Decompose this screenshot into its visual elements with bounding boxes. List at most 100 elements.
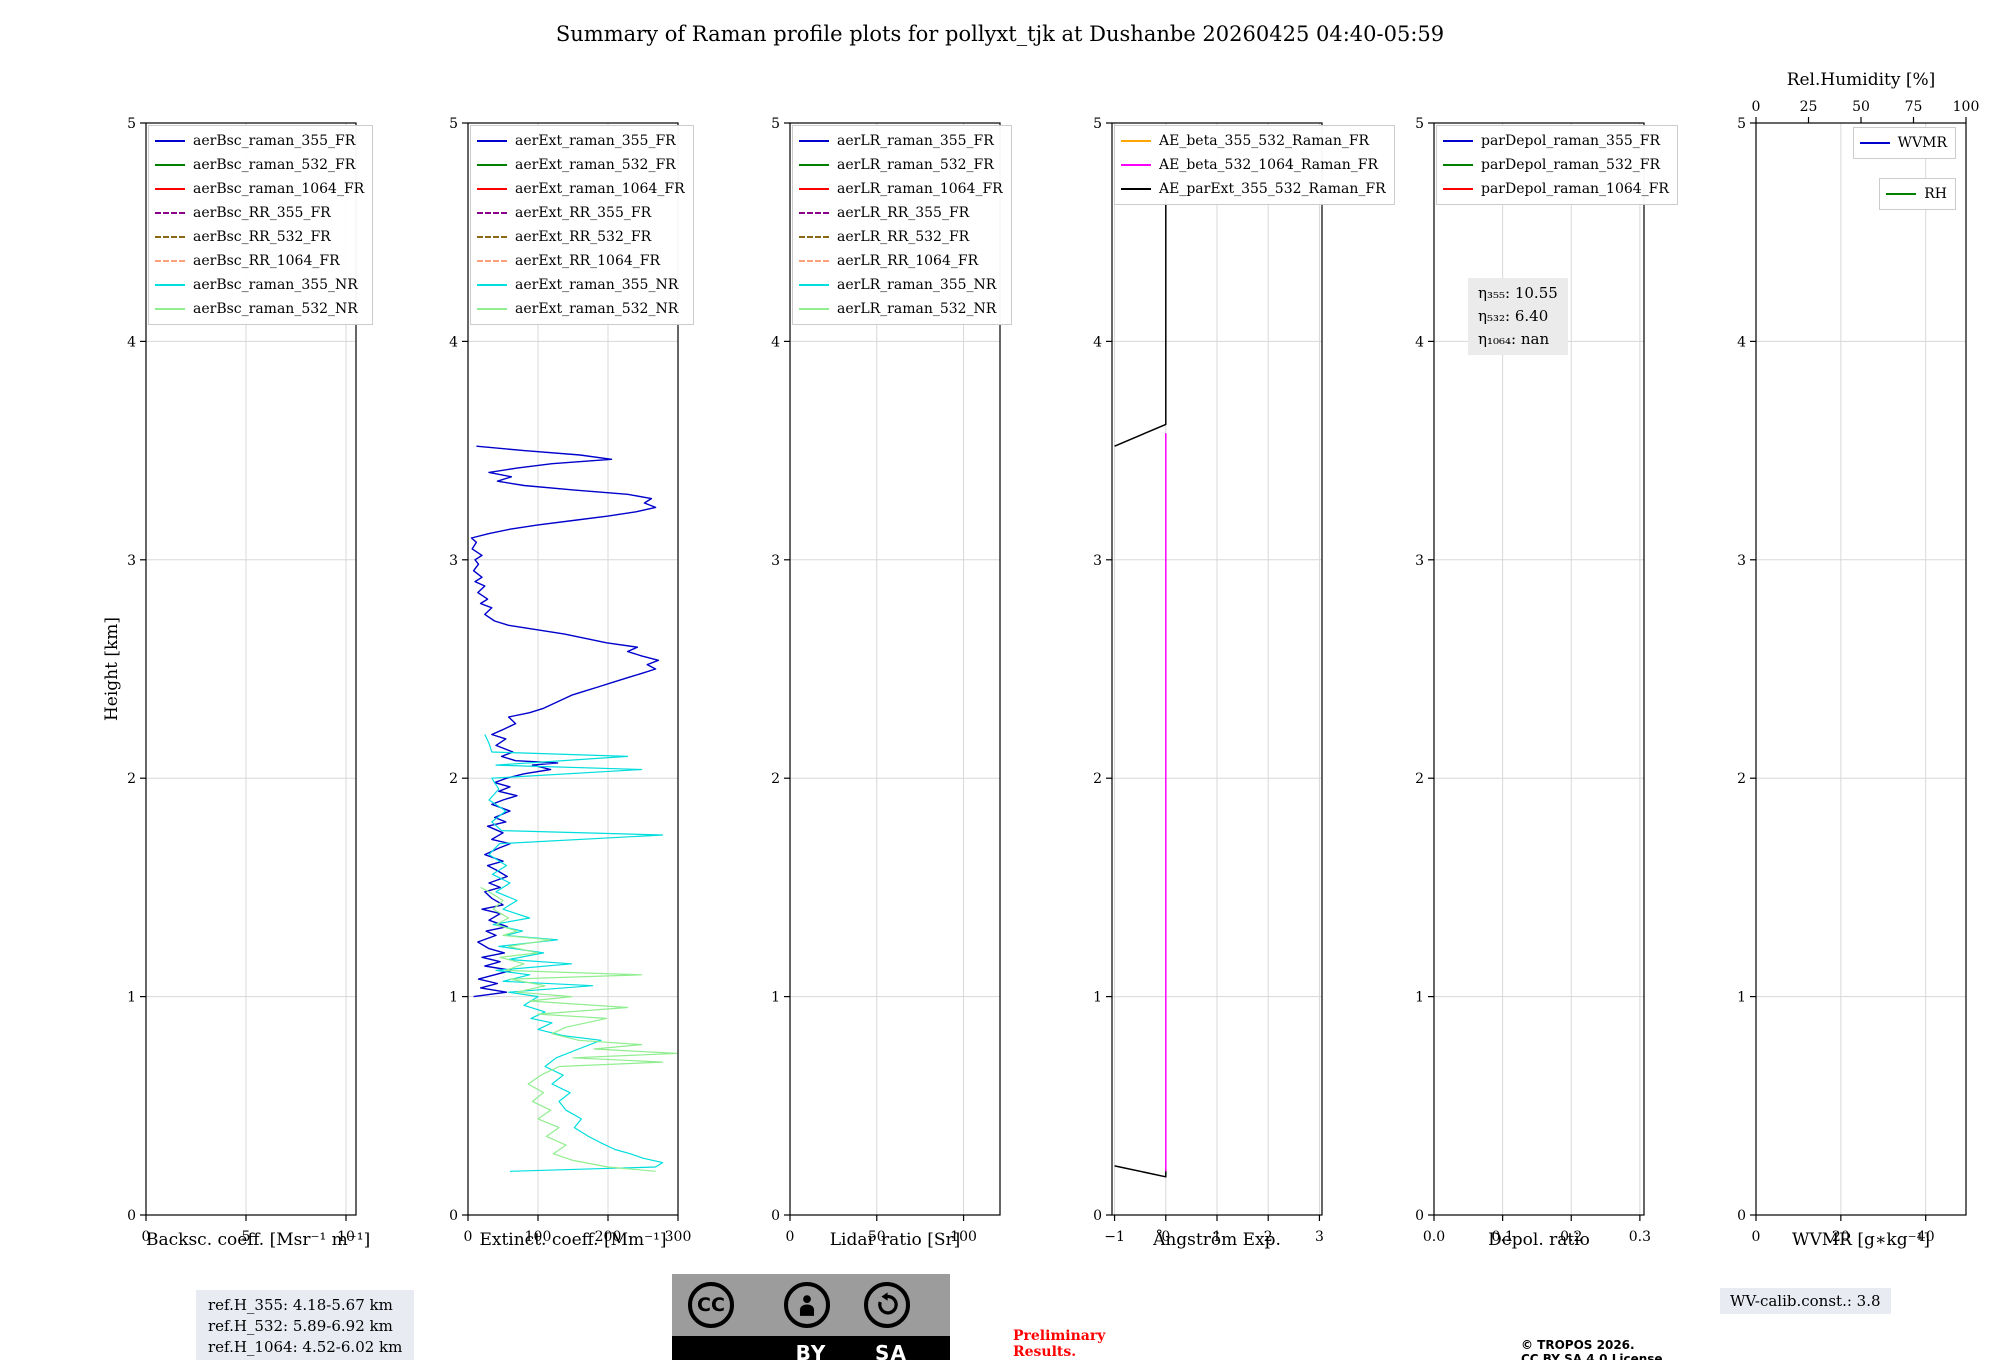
legend-entry: aerLR_RR_355_FR (799, 201, 1003, 225)
legend-line-sample (155, 164, 185, 166)
legend-entry: aerBsc_raman_532_NR (155, 297, 364, 321)
legend-line-sample (155, 284, 185, 286)
legend-entry: AE_parExt_355_532_Raman_FR (1121, 177, 1386, 201)
legend-label: aerBsc_raman_532_NR (193, 301, 358, 317)
svg-text:3: 3 (1415, 553, 1424, 569)
xlabel-backscatter: Backsc. coeff. [Msr⁻¹ m⁻¹] (146, 1230, 371, 1250)
legend-label: aerLR_RR_532_FR (837, 229, 970, 245)
legend-entry: parDepol_raman_355_FR (1443, 129, 1669, 153)
svg-text:50: 50 (1852, 99, 1870, 115)
legend-line-sample (799, 164, 829, 166)
legend-line-sample (477, 260, 507, 262)
svg-text:4: 4 (1093, 334, 1102, 350)
svg-text:3: 3 (1737, 553, 1746, 569)
legend-line-sample (799, 260, 829, 262)
series-aerExt_raman_355_FR (470, 445, 660, 998)
legend-entry: aerBsc_raman_355_FR (155, 129, 364, 153)
legend-label: aerLR_raman_1064_FR (837, 181, 1003, 197)
svg-text:3: 3 (449, 553, 458, 569)
legend-entry: aerExt_RR_1064_FR (477, 249, 685, 273)
svg-text:1: 1 (127, 990, 136, 1006)
svg-text:1: 1 (449, 990, 458, 1006)
legend-line-sample (1121, 188, 1151, 190)
eta-532: η₅₃₂: 6.40 (1478, 307, 1549, 325)
svg-text:1: 1 (1415, 990, 1424, 1006)
legend-entry: aerLR_RR_532_FR (799, 225, 1003, 249)
svg-text:100: 100 (950, 1229, 977, 1245)
wv-calib-const: WV-calib.const.: 3.8 (1720, 1288, 1891, 1314)
cc-by-label: BY (795, 1341, 827, 1360)
legend-label: parDepol_raman_1064_FR (1481, 181, 1669, 197)
legend-label: AE_beta_532_1064_Raman_FR (1159, 157, 1379, 173)
svg-text:0.1: 0.1 (1491, 1229, 1513, 1245)
svg-text:0: 0 (142, 1229, 151, 1245)
ref-h-532: ref.H_532: 5.89-6.92 km (208, 1317, 393, 1335)
legend-entry: WVMR (1859, 131, 1947, 155)
legend-line-sample (799, 212, 829, 214)
legend-label: aerExt_raman_532_NR (515, 301, 679, 317)
legend-label: aerLR_RR_1064_FR (837, 253, 979, 269)
svg-text:0: 0 (1093, 1208, 1102, 1224)
preliminary-results-note: Preliminary Results. (1013, 1328, 1105, 1360)
legend-line-sample (1443, 188, 1473, 190)
svg-text:5: 5 (1093, 116, 1102, 132)
svg-text:0: 0 (1415, 1208, 1424, 1224)
xlabel-extinction: Extinct. coeff. [Mm⁻¹] (479, 1230, 667, 1250)
legend-entry: AE_beta_532_1064_Raman_FR (1121, 153, 1386, 177)
legend-label: aerExt_raman_355_FR (515, 133, 676, 149)
legend-line-sample (477, 188, 507, 190)
svg-text:4: 4 (449, 334, 458, 350)
cc-badge-bar: BY SA (672, 1336, 950, 1360)
legend-line-sample (799, 308, 829, 310)
svg-text:3: 3 (1315, 1229, 1324, 1245)
svg-text:300: 300 (665, 1229, 692, 1245)
legend-line-sample (1859, 142, 1890, 144)
svg-text:40: 40 (1917, 1229, 1935, 1245)
svg-text:0: 0 (1737, 1208, 1746, 1224)
legend-entry: aerLR_raman_1064_FR (799, 177, 1003, 201)
svg-text:5: 5 (771, 116, 780, 132)
legend-entry: parDepol_raman_1064_FR (1443, 177, 1669, 201)
svg-text:4: 4 (1737, 334, 1746, 350)
svg-text:5: 5 (1415, 116, 1424, 132)
legend-entry: aerExt_raman_1064_FR (477, 177, 685, 201)
person-icon-glyph (799, 1295, 815, 1316)
svg-text:100: 100 (525, 1229, 552, 1245)
legend-entry: aerLR_raman_355_FR (799, 129, 1003, 153)
legend-label: aerBsc_raman_1064_FR (193, 181, 365, 197)
legend-line-sample (477, 284, 507, 286)
cc-icon: CC (688, 1282, 734, 1328)
svg-text:0.3: 0.3 (1629, 1229, 1651, 1245)
depol-calib-annotation: η₃₅₅: 10.55 η₅₃₂: 6.40 η₁₀₆₄: nan (1468, 278, 1568, 355)
legend-label: aerExt_RR_532_FR (515, 229, 652, 245)
xlabel-lidar-ratio: Lidar ratio [Sr] (829, 1230, 961, 1250)
page-title: Summary of Raman profile plots for polly… (555, 22, 1445, 46)
legend-line-sample (1443, 140, 1473, 142)
legend-line-sample (155, 308, 185, 310)
share-alike-icon (864, 1282, 910, 1328)
svg-text:3: 3 (127, 553, 136, 569)
legend-label: RH (1924, 186, 1947, 202)
legend-entry: aerExt_RR_532_FR (477, 225, 685, 249)
legend-label: aerExt_raman_532_FR (515, 157, 676, 173)
svg-text:2: 2 (1093, 771, 1102, 787)
svg-text:10: 10 (337, 1229, 355, 1245)
copyright-note: © TROPOS 2026. CC BY SA 4.0 License. (1521, 1338, 1667, 1360)
svg-text:0: 0 (449, 1208, 458, 1224)
legend-label: aerBsc_raman_532_FR (193, 157, 356, 173)
legend-label: aerBsc_RR_355_FR (193, 205, 331, 221)
svg-text:2: 2 (1264, 1229, 1273, 1245)
svg-text:100: 100 (1953, 99, 1980, 115)
svg-text:0: 0 (1752, 99, 1761, 115)
svg-text:5: 5 (1737, 116, 1746, 132)
legend-label: aerBsc_RR_1064_FR (193, 253, 340, 269)
legend-label: aerBsc_raman_355_NR (193, 277, 358, 293)
legend-label: aerLR_raman_355_NR (837, 277, 997, 293)
legend-entry: aerExt_raman_532_NR (477, 297, 685, 321)
legend-entry: aerExt_raman_355_NR (477, 273, 685, 297)
